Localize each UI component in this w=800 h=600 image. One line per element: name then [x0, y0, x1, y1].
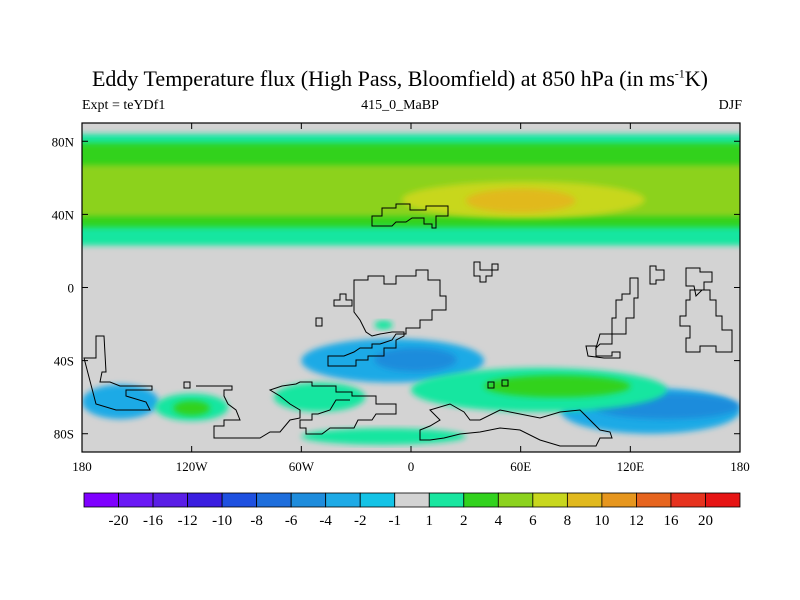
colorbar-swatch-16 — [636, 492, 672, 508]
axis-ticks: 180 120W 60W 0 60E 120E 180 80N 40N 0 40S 80S — [52, 123, 750, 474]
colorbar-swatch-5 — [256, 492, 292, 508]
colorbar-label-7: -2 — [354, 513, 367, 529]
coastlines — [83, 203, 733, 447]
y-tick-label-2: 0 — [68, 281, 75, 296]
flux-region-14 — [484, 375, 631, 398]
colorbar-swatch-1 — [118, 492, 154, 508]
x-tick-label-6: 180 — [730, 459, 750, 474]
coastline-australia — [594, 277, 639, 350]
x-tick-label-4: 60E — [510, 459, 531, 474]
colorbar-swatch-12 — [497, 492, 534, 508]
coastline-misc — [183, 379, 509, 389]
colorbar-swatch-9 — [394, 492, 430, 508]
coastline-pacific-islands — [679, 267, 733, 353]
colorbar-label-1: -16 — [143, 513, 163, 529]
colorbar-swatch-11 — [463, 492, 499, 508]
colorbar-swatch-2 — [152, 492, 188, 508]
colorbar-swatch-18 — [705, 492, 741, 508]
flux-region-11 — [173, 400, 210, 416]
colorbar-swatch-4 — [221, 492, 258, 508]
flux-region-6 — [374, 347, 457, 372]
coastline-north-africa-europe — [371, 203, 449, 229]
flux-region-15 — [301, 428, 466, 445]
colorbar-swatch-17 — [670, 492, 706, 508]
flux-region-2 — [82, 165, 740, 217]
y-tick-label-1: 40N — [52, 207, 75, 222]
colorbar-swatch-7 — [325, 492, 361, 508]
title-tail: K) — [684, 66, 708, 91]
coastline-southern-ring-east — [419, 403, 613, 447]
colorbar-label-17: 20 — [698, 513, 713, 529]
colorbar-swatch-14 — [566, 492, 603, 508]
y-tick-label-3: 40S — [54, 354, 74, 369]
colorbar-label-8: -1 — [388, 513, 401, 529]
colorbar-swatch-3 — [187, 492, 223, 508]
colorbar-label-5: -6 — [285, 513, 298, 529]
colorbar-swatch-10 — [428, 492, 465, 508]
colorbar-label-3: -10 — [212, 513, 232, 529]
colorbar-label-0: -20 — [109, 513, 129, 529]
coastline-south-america — [327, 269, 447, 367]
x-tick-label-1: 120W — [176, 459, 209, 474]
colorbar-label-6: -4 — [319, 513, 332, 529]
colorbar-label-16: 16 — [663, 513, 679, 529]
colorbar-label-12: 6 — [529, 513, 537, 529]
season-label: DJF — [718, 98, 742, 113]
coastline-australia-south — [585, 345, 621, 359]
colorbar-label-10: 2 — [460, 513, 468, 529]
coastline-asia-east — [649, 265, 665, 285]
colorbar-swatch-8 — [359, 492, 396, 508]
colorbar-swatch-0 — [83, 492, 119, 508]
colorbar-swatch-6 — [290, 492, 327, 508]
flux-region-4 — [465, 188, 576, 213]
x-tick-label-5: 120E — [617, 459, 645, 474]
title-superscript: -1 — [674, 66, 685, 81]
experiment-label: Expt = teYDf1 — [82, 98, 166, 113]
colorbar-label-14: 10 — [594, 513, 609, 529]
flux-field — [82, 133, 740, 445]
x-tick-label-3: 0 — [408, 459, 415, 474]
colorbar-label-9: 1 — [426, 513, 434, 529]
x-tick-label-2: 60W — [289, 459, 315, 474]
chart-title: Eddy Temperature flux (High Pass, Bloomf… — [91, 66, 708, 91]
y-tick-label-0: 80N — [52, 134, 75, 149]
colorbar-label-2: -12 — [178, 513, 198, 529]
colorbar-label-15: 12 — [629, 513, 644, 529]
colorbar-label-11: 4 — [495, 513, 503, 529]
coastline-antarctic-lower — [83, 335, 153, 411]
coastline-small-islands — [315, 293, 353, 327]
colorbar: -20 -16 -12 -10 -8 -6 -4 -2 -1 1 2 4 6 8 10 12 16 20 — [83, 492, 741, 529]
flux-region-16 — [374, 320, 393, 330]
colorbar-swatch-15 — [601, 492, 637, 508]
flux-region-12 — [273, 382, 366, 412]
colorbar-label-13: 8 — [564, 513, 572, 529]
coastline-africa — [473, 261, 499, 283]
colorbar-swatch-13 — [532, 492, 568, 508]
run-label: 415_0_MaBP — [361, 98, 439, 113]
coastline-southern-ring — [196, 381, 397, 439]
y-tick-label-4: 80S — [54, 427, 74, 442]
x-tick-label-0: 180 — [72, 459, 92, 474]
colorbar-label-4: -8 — [250, 513, 263, 529]
